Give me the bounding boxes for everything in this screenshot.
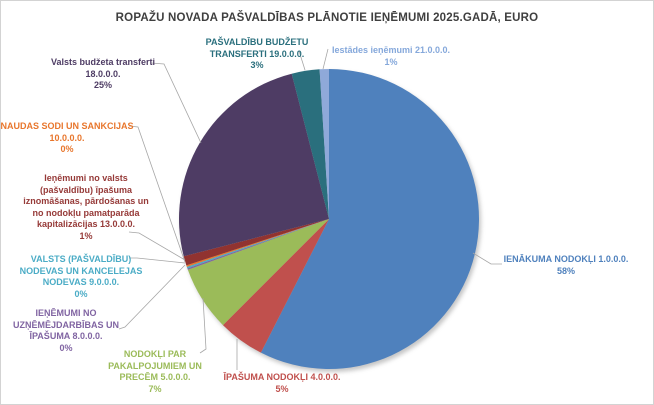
- callout-ipasuma-nodokli: ĪPAŠUMA NODOKĻI 4.0.0.0. 5%: [223, 372, 341, 394]
- pie-slices-group: [178, 69, 480, 369]
- leader-lines-group: [118, 48, 502, 370]
- pie-slice-8-0-0-0[interactable]: [187, 219, 329, 270]
- callout-naudas-sodi-un-sankcijas: NAUDAS SODI UN SANKCIJAS 10.0.0.0. 0%: [0, 121, 134, 154]
- leader-line-9-0-0-0: [129, 257, 186, 264]
- callout-iestades-ienemumi: Iestādes ieņēmumi 21.0.0.0. 1%: [331, 45, 451, 67]
- pie-slice-10-0-0-0[interactable]: [186, 219, 329, 267]
- leader-line-8-0-0-0: [118, 264, 186, 330]
- chart-title: ROPAŽU NOVADA PAŠVALDĪBAS PLĀNOTIE IEŅĒM…: [115, 12, 539, 24]
- leader-line-5-0-0-0: [199, 297, 207, 354]
- leader-line-21-0-0-0: [322, 48, 329, 70]
- callout-ienakuma-nodokli: IENĀKUMA NODOKĻI 1.0.0.0. 58%: [503, 254, 629, 276]
- leader-line-13-0-0-0: [128, 231, 186, 261]
- leader-line-1-0-0-0: [472, 252, 502, 265]
- pie-slice-9-0-0-0[interactable]: [186, 219, 329, 269]
- callout-valsts-nodevas: VALSTS (PAŠVALDĪBU) NODEVAS UN KANCELEJA…: [19, 254, 143, 299]
- leader-line-10-0-0-0: [128, 125, 186, 263]
- pie-slice-5-0-0-0[interactable]: [187, 219, 329, 326]
- pie-slice-1-0-0-0[interactable]: [260, 69, 480, 369]
- leader-line-18-0-0-0: [150, 62, 202, 144]
- pie-slice-21-0-0-0[interactable]: [319, 69, 329, 219]
- callout-ienemumi-no-valsts-ipasuma: Ieņēmumi no valsts (pašvaldību) īpašuma …: [23, 173, 149, 241]
- callout-pasvaldibu-budzetu-transferti: PAŠVALDĪBU BUDŽETU TRANSFERTI 19.0.0.0. …: [205, 37, 309, 70]
- callout-valsts-budzeta-transferti: Valsts budžeta transferti 18.0.0.0. 25%: [50, 57, 156, 90]
- leader-line-19-0-0-0: [298, 50, 306, 71]
- callout-ienemumi-no-uznemejdarbibas: IEŅĒMUMI NO UZŅĒMĒJDARBĪBAS UN ĪPAŠUMA 8…: [12, 308, 120, 353]
- pie-slice-18-0-0-0[interactable]: [178, 73, 329, 257]
- callout-nodokli-par-pakalpojumiem: NODOKĻI PAR PAKALPOJUMIEM UN PRECĒM 5.0.…: [108, 349, 202, 394]
- pie-slice-4-0-0-0[interactable]: [222, 219, 329, 353]
- pie-slice-19-0-0-0[interactable]: [291, 69, 329, 219]
- pie-slice-13-0-0-0[interactable]: [183, 219, 329, 266]
